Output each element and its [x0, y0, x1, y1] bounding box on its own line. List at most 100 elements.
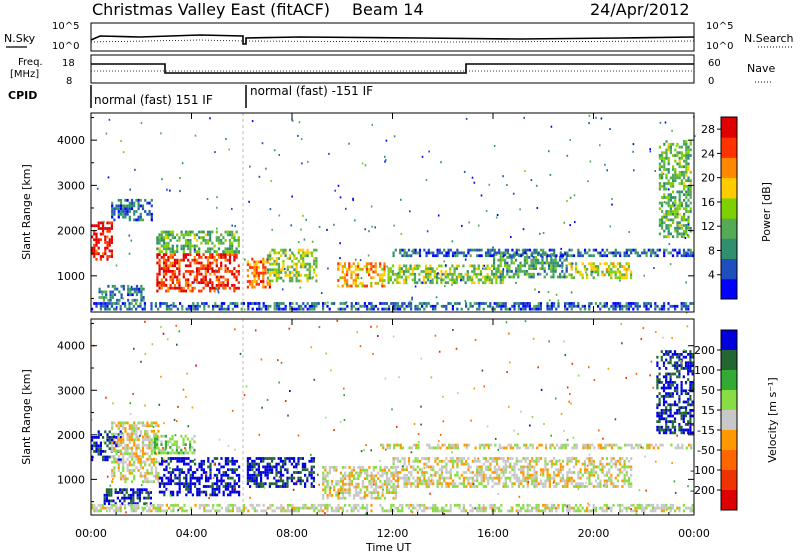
heatmap-cell	[339, 302, 342, 305]
heatmap-cell	[257, 485, 260, 488]
heatmap-cell	[667, 425, 670, 429]
heatmap-cell	[568, 459, 571, 463]
heatmap-cell	[586, 485, 589, 488]
heatmap-region	[91, 221, 113, 261]
heatmap-cell	[643, 251, 646, 255]
heatmap-cell	[165, 304, 168, 308]
heatmap-cell	[202, 462, 205, 466]
heatmap-cell	[566, 254, 569, 258]
heatmap-cell	[451, 465, 455, 469]
heatmap-cell	[499, 258, 502, 262]
heatmap-cell	[279, 459, 282, 463]
heatmap-cell	[193, 440, 196, 444]
heatmap-cell	[299, 286, 302, 289]
heatmap-cell	[293, 257, 296, 260]
heatmap-cell	[588, 114, 591, 117]
heatmap-cell	[449, 473, 452, 477]
heatmap-cell	[669, 196, 672, 199]
heatmap-cell	[539, 471, 543, 474]
heatmap-cell	[370, 281, 373, 285]
heatmap-cell	[158, 253, 161, 256]
heatmap-cell	[374, 482, 378, 486]
heatmap-cell	[447, 485, 450, 488]
heatmap-cell	[262, 274, 265, 278]
heatmap-cell	[680, 154, 683, 157]
heatmap-cell	[382, 446, 385, 450]
heatmap-cell	[456, 462, 459, 466]
heatmap-cell	[582, 443, 585, 447]
heatmap-cell	[497, 258, 500, 262]
heatmap-cell	[513, 307, 516, 311]
heatmap-cell	[447, 254, 450, 258]
heatmap-cell	[469, 485, 472, 488]
heatmap-cell	[189, 468, 192, 472]
heatmap-cell	[493, 251, 496, 255]
heatmap-cell	[246, 482, 249, 486]
heatmap-cell	[193, 448, 196, 452]
heatmap-cell	[222, 471, 225, 474]
heatmap-cell	[489, 462, 492, 466]
heatmap-cell	[126, 477, 129, 481]
heatmap-cell	[595, 116, 597, 119]
heatmap-cell	[689, 248, 692, 252]
heatmap-cell	[293, 482, 296, 486]
heatmap-cell	[498, 482, 501, 486]
heatmap-cell	[669, 428, 672, 432]
heatmap-cell	[110, 488, 113, 492]
heatmap-cell	[157, 429, 160, 433]
noise-search-label: N.Search	[744, 32, 794, 45]
heatmap-cell	[520, 254, 523, 258]
beam-label: Beam 14	[352, 0, 424, 19]
heatmap-cell	[284, 254, 287, 258]
heatmap-cell	[656, 386, 659, 390]
heatmap-cell	[229, 493, 232, 497]
heatmap-cell	[359, 304, 362, 308]
heatmap-cell	[656, 304, 659, 308]
heatmap-cell	[667, 428, 670, 432]
heatmap-cell	[368, 307, 371, 311]
heatmap-cell	[266, 268, 270, 272]
heatmap-cell	[108, 229, 111, 233]
heatmap-cell	[166, 188, 168, 191]
heatmap-cell	[667, 193, 670, 197]
heatmap-cell	[225, 138, 227, 140]
heatmap-cell	[667, 224, 670, 227]
heatmap-cell	[673, 425, 677, 429]
heatmap-cell	[431, 270, 434, 273]
heatmap-cell	[113, 307, 116, 311]
heatmap-cell	[488, 281, 491, 285]
heatmap-cell	[440, 471, 444, 474]
heatmap-cell	[680, 215, 683, 219]
heatmap-cell	[374, 488, 378, 492]
heatmap-cell	[549, 443, 552, 447]
heatmap-cell	[113, 284, 117, 288]
heatmap-cell	[473, 272, 476, 276]
heatmap-cell	[240, 307, 243, 311]
heatmap-cell	[122, 421, 125, 425]
heatmap-cell	[443, 304, 446, 308]
heatmap-cell	[603, 251, 606, 255]
heatmap-cell	[467, 479, 470, 483]
heatmap-cell	[306, 251, 309, 255]
heatmap-cell	[614, 485, 617, 488]
heatmap-cell	[687, 218, 690, 222]
heatmap-cell	[509, 462, 512, 466]
heatmap-cell	[493, 459, 496, 463]
heatmap-cell	[178, 459, 181, 463]
heatmap-cell	[565, 267, 568, 270]
heatmap-cell	[284, 248, 287, 252]
heatmap-cell	[127, 284, 130, 288]
heatmap-cell	[392, 466, 395, 469]
heatmap-cell	[390, 302, 393, 305]
heatmap-cell	[625, 254, 628, 258]
heatmap-cell	[531, 251, 534, 255]
heatmap-cell	[282, 485, 285, 488]
heatmap-cell	[519, 267, 522, 270]
heatmap-cell	[161, 479, 164, 483]
heatmap-cell	[385, 480, 389, 483]
heatmap-cell	[157, 438, 160, 442]
heatmap-cell	[227, 473, 230, 477]
heatmap-cell	[456, 473, 459, 477]
heatmap-cell	[667, 210, 670, 213]
heatmap-cell	[202, 239, 205, 242]
